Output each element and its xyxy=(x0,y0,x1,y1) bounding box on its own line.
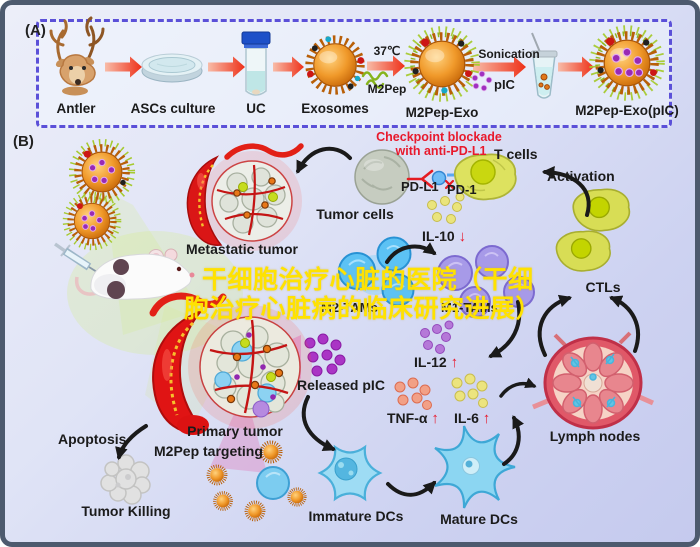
il10-text: IL-10 xyxy=(422,228,455,244)
tumor-cell-icon xyxy=(354,149,410,205)
temperature-label: 37℃ xyxy=(373,44,401,58)
m2pep-targeting-label: M2Pep targeting xyxy=(154,443,263,459)
m2pep-exo-label: M2Pep-Exo xyxy=(405,105,479,120)
tumor-killing-label: Tumor Killing xyxy=(81,503,171,519)
mature-dc-icon xyxy=(434,425,516,509)
il12-dots xyxy=(420,320,454,354)
t-cell-icon xyxy=(454,153,517,201)
lymph-node-illustration xyxy=(532,331,655,430)
uc-label: UC xyxy=(246,101,266,116)
up-arrow: ↑ xyxy=(431,410,439,427)
pic-icon xyxy=(471,70,493,92)
tnf-text: TNF-α xyxy=(387,410,428,426)
m2pep-peptide-icon xyxy=(361,71,389,89)
il6-text: IL-6 xyxy=(454,410,479,426)
exosome-particle-icon xyxy=(62,191,122,251)
il12-text: IL-12 xyxy=(414,354,447,370)
lymph-nodes-label: Lymph nodes xyxy=(549,428,641,444)
m2-tam-cells xyxy=(338,236,415,307)
antler-label: Antler xyxy=(56,101,96,116)
m2pep-targeting-cell xyxy=(256,466,290,500)
pic-label: pIC xyxy=(494,77,515,92)
il6-dots xyxy=(451,373,488,408)
checkpoint-blockade-label: Checkpoint blockade xyxy=(376,130,502,144)
pd-1-label: PD-1 xyxy=(447,182,477,197)
up-arrow: ↑ xyxy=(450,354,459,371)
m2-tams-label: M2-TAMs xyxy=(321,300,378,315)
sonication-tube-icon xyxy=(530,32,558,99)
m2pep-label: M2Pep xyxy=(367,82,407,96)
anti-pdl1-label: with anti-PD-L1 xyxy=(395,144,487,158)
flow-arrows-panel-a xyxy=(105,55,594,78)
t-cells-label: T cells xyxy=(494,146,538,162)
exosomes-label: Exosomes xyxy=(301,101,369,116)
watermark-line2: 胞治疗心脏病的临床研究进展） xyxy=(184,295,542,323)
activation-label: Activation xyxy=(547,168,615,184)
flow-arrows-panel-b xyxy=(115,146,641,497)
tnf-dots xyxy=(394,377,432,410)
released-pic-label: Released pIC xyxy=(297,377,385,393)
apoptosis-label: Apoptosis xyxy=(58,431,127,447)
mature-dcs-label: Mature DCs xyxy=(440,511,518,527)
ctl-cell-icon xyxy=(555,230,611,272)
exosome-particle-icon xyxy=(68,138,136,206)
immature-dcs-label: Immature DCs xyxy=(308,508,404,524)
deer-antler-icon xyxy=(49,16,105,96)
panel-a-tag: (A) xyxy=(25,22,46,39)
primary-tumor-illustration xyxy=(149,292,312,473)
mini-exosome-icon xyxy=(206,440,307,522)
down-arrow: ↓ xyxy=(458,228,467,245)
mouse-icon xyxy=(74,248,195,300)
metastatic-tumor-label: Metastatic tumor xyxy=(185,241,299,257)
pd-l1-label: PD-L1 xyxy=(401,179,439,194)
m2pep-exo-pic-icon xyxy=(589,25,665,101)
il10-dots xyxy=(427,192,465,224)
il6-label: IL-6 ↑ xyxy=(454,410,490,427)
m2pep-exo-pic-label: M2Pep-Exo(pIC) xyxy=(575,103,679,118)
sonication-label: Sonication xyxy=(478,47,540,61)
primary-tumor-label: Primary tumor xyxy=(187,423,283,439)
il10-label: IL-10 ↓ xyxy=(422,228,466,245)
panel-b-tag: (B) xyxy=(13,133,34,150)
exosome-icon xyxy=(305,35,365,95)
ascs-culture-label: ASCs culture xyxy=(130,101,216,116)
m2pep-exo-icon xyxy=(404,26,480,102)
tnf-label: TNF-α ↑ xyxy=(387,410,439,427)
petri-dish-icon xyxy=(141,53,203,83)
apoptotic-cell-icon xyxy=(100,454,151,505)
immature-dc-icon xyxy=(317,444,383,502)
m1-tam-cells xyxy=(437,245,535,318)
up-arrow: ↑ xyxy=(482,410,491,427)
figure-art xyxy=(49,16,665,522)
watermark-line1: 干细胞治疗心脏的医院（干细 xyxy=(202,266,534,294)
m1-tams-label: M1-TAMs xyxy=(441,300,498,315)
metastatic-tumor-illustration xyxy=(186,143,304,251)
syringe-icon xyxy=(53,242,106,278)
ctl-cell-icon xyxy=(572,188,631,232)
ctls-label: CTLs xyxy=(585,279,621,295)
released-pic-dots xyxy=(304,333,346,377)
uc-tube-icon xyxy=(241,31,271,96)
tumor-cells-label: Tumor cells xyxy=(316,206,394,222)
il12-label: IL-12 ↑ xyxy=(414,354,458,371)
